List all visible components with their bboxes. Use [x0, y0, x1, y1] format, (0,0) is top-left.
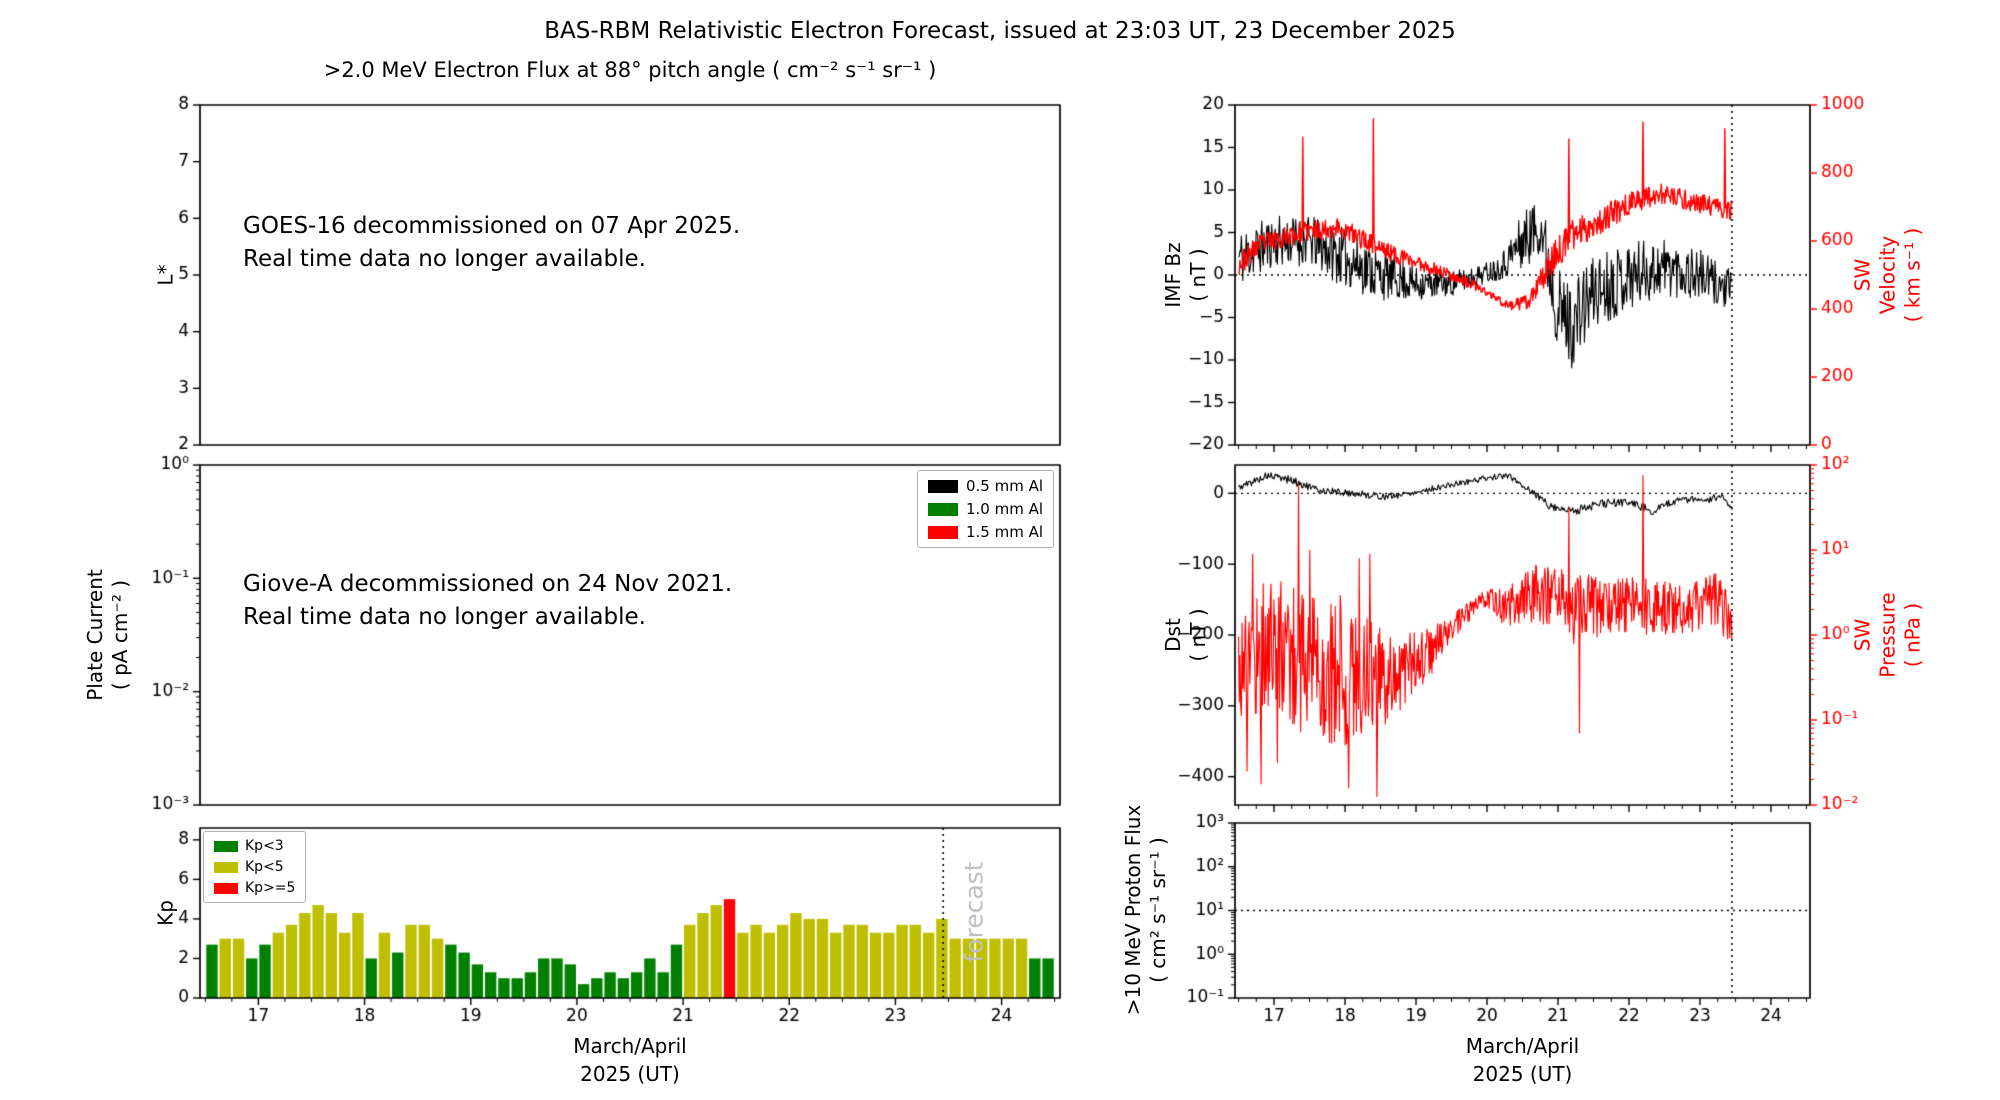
color-swatch	[214, 882, 238, 894]
legend-item: Kp<5	[214, 859, 295, 875]
legend-label: Kp<5	[245, 859, 284, 875]
sw-velocity-axis-label: SW Velocity ( km s⁻¹ )	[1850, 227, 1925, 323]
color-swatch	[214, 840, 238, 852]
legend-item: 0.5 mm Al	[927, 477, 1043, 495]
legend-item: Kp<3	[214, 838, 295, 854]
color-swatch	[927, 479, 958, 493]
proton-xaxis-label: March/April 2025 (UT)	[1465, 1034, 1580, 1086]
kp-xaxis-label: March/April 2025 (UT)	[573, 1034, 687, 1086]
legend-label: 0.5 mm Al	[965, 477, 1043, 495]
color-swatch	[214, 861, 238, 873]
color-swatch	[927, 502, 958, 516]
proton-flux-axis-label: >10 MeV Proton Flux ( cm² s⁻¹ sr⁻¹ )	[1121, 804, 1170, 1016]
sw-pressure-axis-label: SW Pressure ( nPa )	[1850, 592, 1925, 678]
legend-item: 1.5 mm Al	[927, 523, 1043, 541]
electron-flux-panel-title: >2.0 MeV Electron Flux at 88° pitch angl…	[323, 58, 937, 82]
plate-current-axis-label: Plate Current ( pA cm⁻² )	[83, 569, 132, 701]
color-swatch	[927, 525, 958, 539]
main-title: BAS-RBM Relativistic Electron Forecast, …	[544, 18, 1456, 44]
kp-legend: Kp<3 Kp<5 Kp>=5	[203, 831, 307, 903]
plate-current-legend: 0.5 mm Al 1.0 mm Al 1.5 mm Al	[916, 470, 1054, 548]
imf-bz-axis-label: IMF Bz ( nT )	[1161, 242, 1210, 308]
legend-label: 1.5 mm Al	[965, 523, 1043, 541]
goes-decommission-notice: GOES-16 decommissioned on 07 Apr 2025. R…	[243, 213, 741, 273]
kp-axis-label: Kp	[153, 900, 178, 926]
legend-item: 1.0 mm Al	[927, 500, 1043, 518]
dst-axis-label: Dst ( nT )	[1161, 608, 1210, 662]
legend-label: 1.0 mm Al	[965, 500, 1043, 518]
legend-label: Kp>=5	[245, 880, 296, 896]
forecast-label: forecast	[959, 861, 989, 963]
legend-label: Kp<3	[245, 838, 284, 854]
l-star-axis-label: L*	[153, 264, 178, 286]
giove-decommission-notice: Giove-A decommissioned on 24 Nov 2021. R…	[243, 571, 733, 631]
legend-item: Kp>=5	[214, 880, 295, 896]
